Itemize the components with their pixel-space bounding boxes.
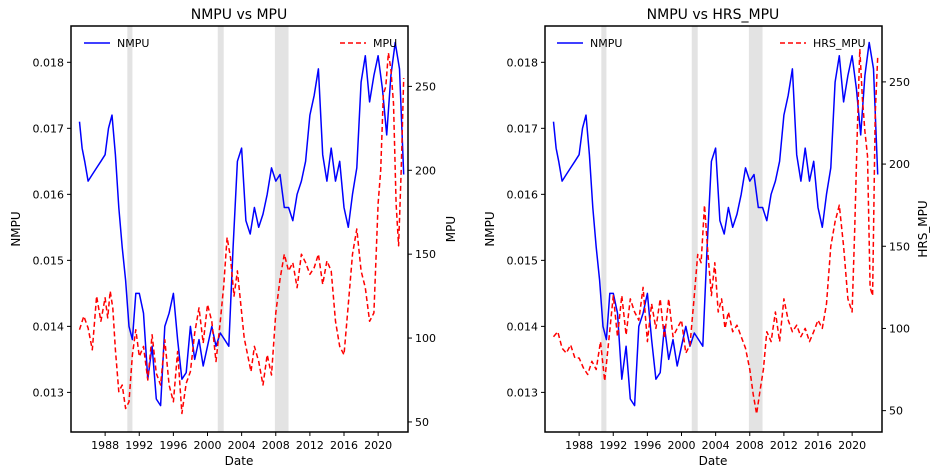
left-y-axis-label: NMPU <box>483 211 497 246</box>
x-tick-label: 2000 <box>194 439 222 452</box>
right-y-axis-label: MPU <box>444 216 458 242</box>
left-y-tick-label: 0.015 <box>507 254 539 267</box>
left-y-tick-label: 0.017 <box>507 122 539 135</box>
chart-panel-nmpu-vs-mpu: 1988 1992 1996 2000 2004 2008 2012 2016 2020 0.01… <box>9 7 458 468</box>
legend-nmpu-label: NMPU <box>117 37 149 50</box>
x-tick-label: 1988 <box>565 439 593 452</box>
right-y-tick-label: 100 <box>889 322 910 335</box>
right-y-tick-label: 50 <box>415 416 429 429</box>
x-tick-label: 1992 <box>125 439 153 452</box>
legend-nmpu: NMPU <box>84 37 149 50</box>
left-y-tick-label: 0.017 <box>33 122 65 135</box>
x-axis-label: Date <box>225 454 254 468</box>
x-tick-label: 2008 <box>262 439 290 452</box>
left-y-tick-label: 0.014 <box>33 320 65 333</box>
chart-title: NMPU vs MPU <box>191 7 288 23</box>
left-y-axis-label: NMPU <box>9 211 23 246</box>
recession-band <box>601 26 607 432</box>
x-axis-label: Date <box>699 454 728 468</box>
left-y-tick-label: 0.013 <box>507 386 539 399</box>
plot-frame <box>70 25 409 433</box>
x-tick-label: 1988 <box>91 439 119 452</box>
right-y-tick-label: 250 <box>889 76 910 89</box>
series-line-nmpu <box>78 41 405 407</box>
right-y-tick-label: 100 <box>415 332 436 345</box>
x-tick-label: 2008 <box>736 439 764 452</box>
x-tick-label: 2000 <box>668 439 696 452</box>
recession-band <box>217 26 224 432</box>
x-tick-label: 2016 <box>330 439 358 452</box>
chart-panel-nmpu-vs-hrs-mpu: 1988 1992 1996 2000 2004 2008 2012 2016 2020 0.01… <box>483 7 930 468</box>
recession-band <box>127 26 133 432</box>
left-y-tick-label: 0.018 <box>33 56 65 69</box>
left-y-tick-label: 0.014 <box>507 320 539 333</box>
x-tick-label: 1992 <box>599 439 627 452</box>
right-y-tick-label: 50 <box>889 405 903 418</box>
x-tick-label: 1996 <box>159 439 187 452</box>
legend-mpu: MPU <box>340 37 397 50</box>
left-y-tick-label: 0.015 <box>33 254 65 267</box>
x-tick-label: 2020 <box>364 439 392 452</box>
recession-band <box>274 26 289 432</box>
legend-nmpu: NMPU <box>557 37 622 50</box>
series-line-mpu <box>78 52 405 415</box>
x-tick-label: 2004 <box>228 439 256 452</box>
right-y-axis-label: HRS_MPU <box>916 200 930 257</box>
left-y-tick-label: 0.018 <box>507 56 539 69</box>
right-y-tick-label: 250 <box>415 80 436 93</box>
recession-band <box>691 26 698 432</box>
recession-band <box>748 26 763 432</box>
right-y-tick-label: 150 <box>889 240 910 253</box>
x-tick-label: 2012 <box>770 439 798 452</box>
x-tick-label: 2016 <box>804 439 832 452</box>
series-line-nmpu <box>552 41 879 407</box>
x-tick-label: 2020 <box>838 439 866 452</box>
x-tick-label: 2012 <box>296 439 324 452</box>
x-tick-label: 2004 <box>702 439 730 452</box>
left-y-tick-label: 0.016 <box>507 188 539 201</box>
legend-hrs-mpu: HRS_MPU <box>780 37 866 50</box>
right-y-tick-label: 150 <box>415 248 436 261</box>
legend-nmpu-label: NMPU <box>590 37 622 50</box>
chart-title: NMPU vs HRS_MPU <box>647 7 780 23</box>
legend-mpu-label: MPU <box>373 37 397 50</box>
x-tick-label: 1996 <box>633 439 661 452</box>
right-y-tick-label: 200 <box>415 164 436 177</box>
left-y-tick-label: 0.013 <box>33 386 65 399</box>
legend-hrs-mpu-label: HRS_MPU <box>813 37 866 50</box>
right-y-tick-label: 200 <box>889 158 910 171</box>
left-y-tick-label: 0.016 <box>33 188 65 201</box>
plot-frame <box>544 25 883 433</box>
